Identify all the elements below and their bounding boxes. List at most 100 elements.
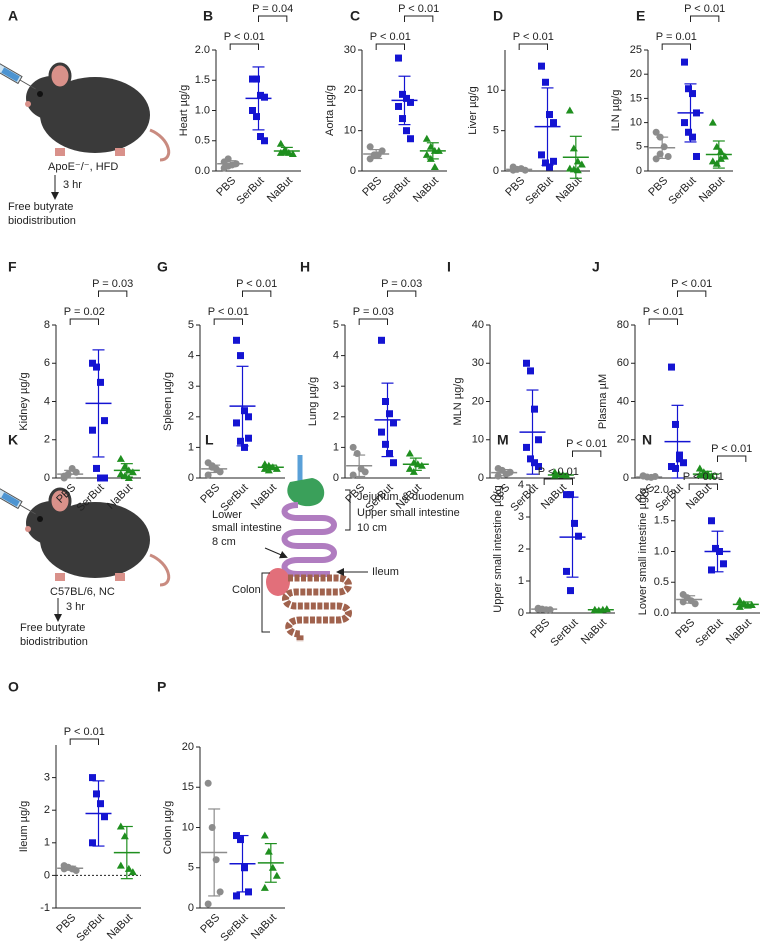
y-tick-label: 5: [188, 319, 194, 331]
y-axis-label: ILN µg/g: [610, 90, 622, 132]
y-axis-label: Lower small intestine µg/g: [637, 488, 649, 615]
data-point: [720, 152, 729, 160]
x-tick-label: NaBut: [697, 175, 727, 205]
data-point: [245, 434, 252, 442]
y-tick-label: 20: [182, 741, 194, 753]
data-point: [395, 54, 402, 62]
data-point: [399, 115, 406, 123]
panel-letter: N: [642, 432, 652, 448]
p-value: P < 0.01: [711, 443, 752, 455]
data-point: [567, 491, 574, 499]
y-tick-label: 2: [518, 543, 524, 555]
data-point: [261, 93, 268, 101]
x-tick-label: NaBut: [724, 617, 754, 647]
data-point: [116, 861, 125, 869]
data-point: [535, 463, 542, 471]
y-tick-label: 0: [44, 869, 50, 881]
x-tick-label: PBS: [503, 175, 527, 199]
x-tick-label: NaBut: [265, 175, 295, 205]
data-point: [253, 113, 260, 121]
data-point: [101, 417, 108, 425]
panel-letter: E: [636, 8, 645, 24]
data-point: [527, 367, 534, 375]
mouse-label: ApoE⁻/⁻, HFD: [48, 161, 118, 173]
data-point: [395, 102, 402, 110]
data-point: [93, 363, 100, 371]
data-point: [546, 163, 553, 171]
y-tick-label: 8: [44, 319, 50, 331]
y-tick-label: 20: [472, 395, 484, 407]
data-point: [97, 800, 104, 808]
mouse-illustration: [0, 57, 171, 162]
gut-illustration: [261, 455, 368, 642]
y-tick-label: 30: [472, 357, 484, 369]
data-point: [204, 779, 212, 787]
x-tick-label: PBS: [198, 912, 222, 936]
data-point: [116, 454, 125, 462]
panel-letter: B: [203, 8, 213, 24]
y-axis-label: Heart µg/g: [178, 85, 190, 137]
significance-bracket: [688, 483, 718, 490]
y-tick-label: 0: [350, 165, 356, 177]
data-point: [349, 471, 357, 479]
y-axis-label: MLN µg/g: [452, 378, 464, 426]
x-tick-label: NaBut: [411, 175, 441, 205]
data-point: [652, 128, 660, 136]
significance-bracket: [572, 450, 602, 457]
data-point: [204, 900, 212, 908]
y-axis-label: Kidney µg/g: [18, 372, 30, 430]
y-tick-label: 25: [630, 44, 642, 56]
p-value: P < 0.01: [643, 306, 684, 318]
y-tick-label: 80: [617, 319, 629, 331]
data-point: [720, 560, 727, 568]
significance-bracket: [518, 43, 548, 50]
data-point: [237, 352, 244, 360]
data-point: [128, 868, 137, 876]
data-point: [676, 455, 683, 463]
y-tick-label: 4: [333, 350, 339, 362]
p-value: P = 0.03: [381, 278, 422, 290]
data-point: [272, 871, 281, 879]
data-point: [527, 455, 534, 463]
data-point: [563, 491, 570, 499]
data-point: [97, 474, 104, 482]
p-value: P < 0.01: [671, 278, 712, 290]
data-point: [676, 451, 683, 459]
y-tick-label: 20: [617, 434, 629, 446]
panel-letter: H: [300, 259, 310, 275]
data-point: [390, 419, 397, 427]
data-point: [523, 359, 530, 367]
x-tick-label: PBS: [54, 482, 78, 506]
panel-letter: K: [8, 432, 18, 448]
y-tick-label: 10: [472, 434, 484, 446]
significance-bracket: [690, 15, 720, 22]
outcome-label: Free butyrate: [8, 201, 73, 213]
data-point: [668, 463, 675, 471]
time-label: 3 hr: [63, 179, 82, 191]
x-tick-label: SerBut: [380, 175, 412, 207]
data-point: [216, 888, 224, 896]
data-point: [249, 107, 256, 114]
x-tick-label: PBS: [673, 617, 697, 641]
y-axis-label: Lung µg/g: [307, 377, 319, 426]
data-point: [349, 443, 357, 451]
data-point: [426, 142, 435, 150]
data-point: [120, 832, 129, 840]
data-point: [237, 836, 244, 844]
p-value: P = 0.03: [353, 306, 394, 318]
gut-label: Jejunum & duodenum: [357, 491, 464, 503]
data-point: [101, 474, 108, 482]
data-point: [276, 139, 285, 147]
y-tick-label: 10: [182, 821, 194, 833]
x-tick-label: SerBut: [666, 175, 698, 207]
panel-letter: I: [447, 259, 451, 275]
data-point: [535, 436, 542, 444]
data-point: [378, 336, 385, 344]
data-point: [565, 106, 574, 114]
y-axis-label: Plasma µM: [597, 374, 609, 429]
data-point: [708, 157, 717, 165]
y-tick-label: 5: [493, 125, 499, 137]
y-tick-label: 2: [333, 411, 339, 423]
data-point: [89, 426, 96, 434]
